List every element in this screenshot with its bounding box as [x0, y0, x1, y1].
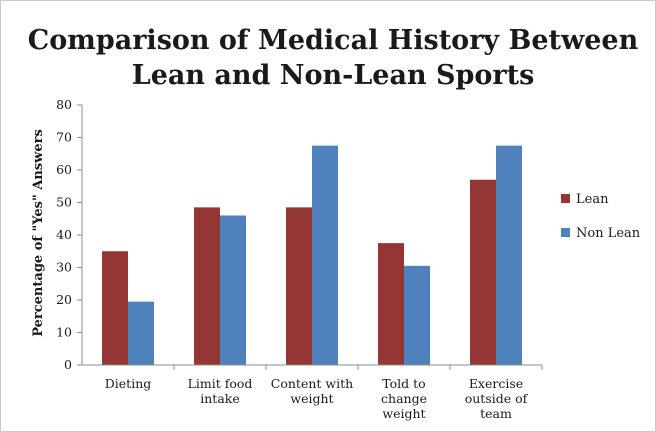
bar-non-lean — [312, 145, 338, 365]
y-tick-label: 40 — [56, 227, 72, 242]
y-tick-label: 0 — [64, 357, 72, 372]
y-axis-label: Percentage of "Yes" Answers — [31, 129, 46, 337]
x-tick-label: Content with weight — [271, 376, 353, 406]
chart-title-line-1: Comparison of Medical History Between — [28, 25, 639, 56]
y-tick-label: 80 — [56, 97, 72, 112]
y-tick-label: 60 — [56, 162, 72, 177]
x-tick-label: Dieting — [105, 376, 152, 391]
legend-swatch — [561, 194, 570, 203]
plot-area: 0 10 20 30 40 50 60 70 80 Dieting Limit food intake… — [56, 97, 543, 421]
y-tick-label: 20 — [56, 292, 72, 307]
legend-swatch — [561, 228, 570, 237]
y-tick-label: 30 — [56, 260, 72, 275]
bar-lean — [470, 179, 496, 365]
x-tick-label: Told to change weight — [381, 376, 427, 421]
bar-non-lean — [128, 301, 154, 365]
bar-lean — [286, 207, 312, 365]
chart-title-line-2: Lean and Non-Lean Sports — [132, 60, 535, 91]
legend-label: Non Lean — [576, 226, 641, 241]
bar-non-lean — [220, 215, 246, 365]
bar-lean — [194, 207, 220, 365]
bar-lean — [378, 243, 404, 365]
legend: Lean Non Lean — [561, 192, 641, 241]
bar-non-lean — [496, 145, 522, 365]
y-tick-label: 10 — [56, 325, 72, 340]
y-tick-label: 70 — [56, 130, 72, 145]
x-tick-label: Limit food intake — [188, 376, 253, 406]
y-tick-label: 50 — [56, 195, 72, 210]
bar-lean — [102, 251, 128, 365]
bar-non-lean — [404, 265, 430, 365]
legend-label: Lean — [576, 192, 609, 207]
x-tick-label: Exercise outside of team — [465, 376, 529, 421]
